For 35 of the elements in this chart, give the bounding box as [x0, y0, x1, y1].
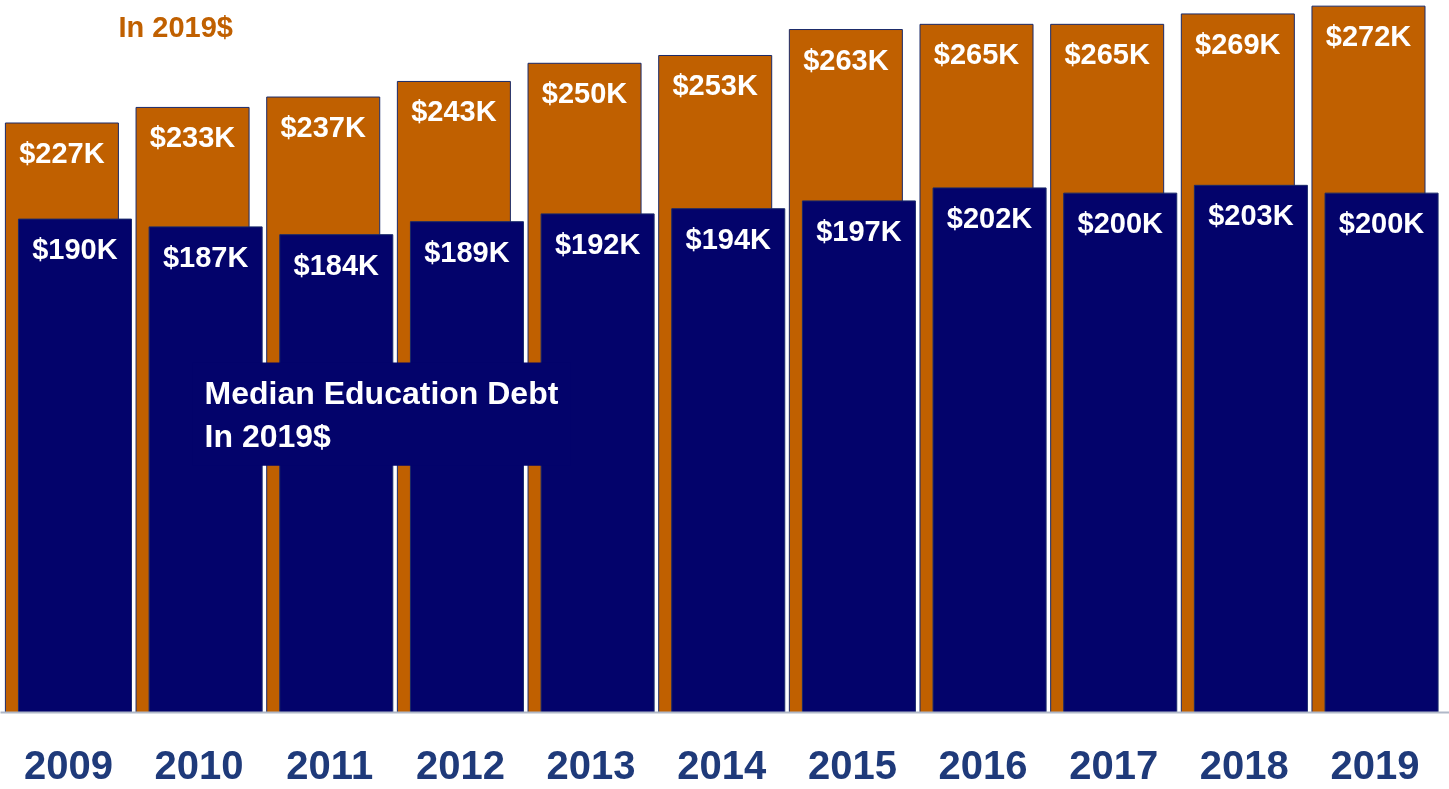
data-label: $202K — [946, 201, 1033, 234]
x-tick-label: 2012 — [415, 742, 505, 787]
data-label: $265K — [933, 38, 1020, 71]
data-label: $194K — [685, 222, 772, 255]
x-tick-label: 2015 — [807, 742, 897, 787]
x-tick-label: 2019 — [1330, 742, 1420, 787]
x-tick-label: 2009 — [23, 742, 113, 787]
x-tick-label: 2014 — [677, 742, 767, 787]
data-label: $189K — [424, 235, 510, 268]
x-tick-label: 2010 — [154, 742, 244, 787]
data-label: $253K — [672, 69, 758, 102]
data-label: $227K — [19, 137, 105, 170]
data-label: $200K — [1077, 207, 1164, 240]
series-label: Median Education Debt In 2019$ — [204, 374, 559, 454]
data-label: $233K — [149, 121, 236, 154]
x-tick-label: 2013 — [546, 742, 636, 787]
data-label: $269K — [1195, 27, 1281, 60]
data-label: $203K — [1208, 199, 1294, 232]
data-label: $184K — [293, 248, 380, 281]
data-label: $243K — [411, 95, 497, 128]
x-tick-label: 2017 — [1069, 742, 1159, 787]
data-label: $190K — [32, 233, 118, 266]
x-tick-label: 2016 — [938, 742, 1028, 787]
data-label: $237K — [280, 111, 367, 144]
data-label: $250K — [541, 77, 628, 110]
data-label: $265K — [1064, 38, 1150, 71]
data-label: $200K — [1338, 207, 1425, 240]
data-label: $187K — [162, 240, 249, 273]
data-label: $192K — [554, 227, 641, 260]
data-label: $197K — [816, 214, 902, 247]
x-tick-label: 2018 — [1199, 742, 1289, 787]
data-label: $272K — [1325, 20, 1412, 53]
text: In 2019$ — [118, 10, 233, 43]
x-tick-label: 2011 — [286, 742, 374, 787]
data-label: $263K — [803, 43, 889, 76]
